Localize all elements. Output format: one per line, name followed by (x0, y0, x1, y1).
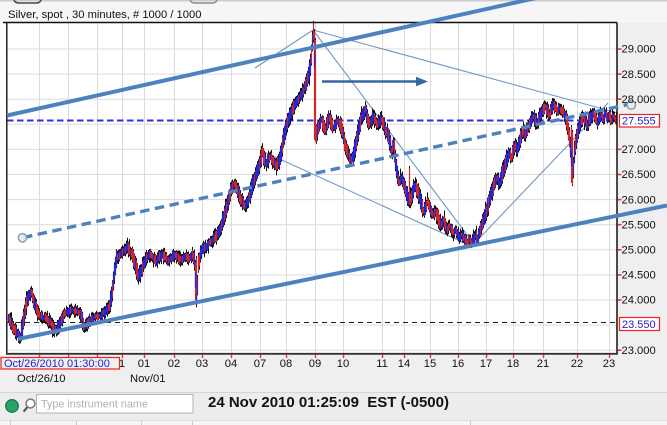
svg-text:27.555: 27.555 (622, 116, 656, 128)
svg-text:29.000: 29.000 (622, 44, 656, 56)
svg-text:02: 02 (168, 358, 180, 370)
svg-text:16: 16 (452, 358, 464, 370)
svg-text:24.000: 24.000 (622, 295, 656, 307)
svg-text:Oct/26/10: Oct/26/10 (17, 373, 66, 385)
svg-text:26.000: 26.000 (622, 194, 656, 206)
svg-text:17: 17 (480, 358, 492, 370)
svg-text:23: 23 (603, 358, 615, 370)
svg-text:27.000: 27.000 (622, 144, 656, 156)
svg-text:14: 14 (398, 358, 410, 370)
svg-text:22: 22 (571, 358, 583, 370)
svg-text:24.500: 24.500 (622, 270, 656, 282)
svg-text:04: 04 (225, 358, 237, 370)
svg-text:10: 10 (337, 358, 349, 370)
svg-text:23.550: 23.550 (622, 319, 656, 331)
svg-text:11: 11 (376, 358, 388, 370)
svg-text:26.500: 26.500 (622, 169, 656, 181)
svg-text:03: 03 (196, 358, 208, 370)
svg-text:01: 01 (138, 358, 150, 370)
svg-text:28.500: 28.500 (622, 69, 656, 81)
svg-text:23.000: 23.000 (622, 345, 656, 357)
svg-text:Nov/01: Nov/01 (130, 373, 165, 385)
svg-text:25.000: 25.000 (622, 245, 656, 257)
svg-text:07: 07 (254, 358, 266, 370)
svg-text:18: 18 (507, 358, 519, 370)
svg-text:Type instrument name: Type instrument name (41, 399, 148, 411)
svg-text:28.000: 28.000 (622, 94, 656, 106)
svg-text:15: 15 (424, 358, 436, 370)
svg-text:21: 21 (537, 358, 549, 370)
svg-text:09: 09 (309, 358, 321, 370)
svg-text:08: 08 (280, 358, 292, 370)
svg-text:Oct/26/2010 01:30:00: Oct/26/2010 01:30:00 (4, 358, 110, 370)
svg-text:1: 1 (119, 358, 125, 370)
svg-text:Silver, spot , 30 minutes, # 1: Silver, spot , 30 minutes, # 1000 / 1000 (8, 9, 201, 21)
svg-text:24 Nov 2010 01:25:09 EST (-05: 24 Nov 2010 01:25:09 EST (-0500) (208, 394, 449, 411)
svg-text:25.500: 25.500 (622, 219, 656, 231)
